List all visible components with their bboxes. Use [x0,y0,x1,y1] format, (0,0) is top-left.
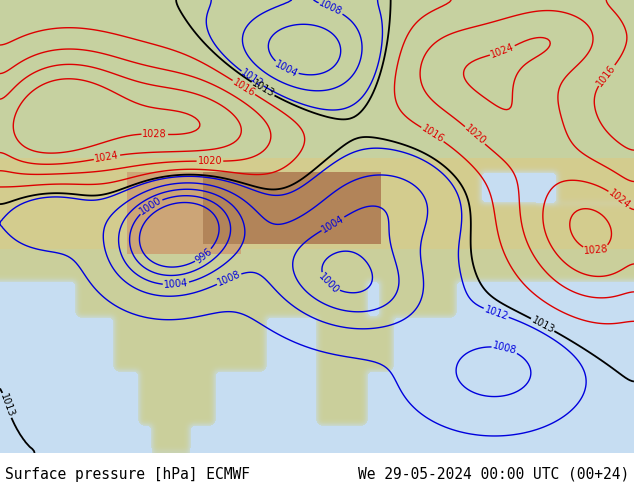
Text: 1016: 1016 [231,77,257,98]
Text: 1028: 1028 [583,245,609,256]
Text: 1013: 1013 [529,315,556,335]
Text: 996: 996 [193,246,214,265]
Text: 1004: 1004 [320,213,346,234]
Text: We 29-05-2024 00:00 UTC (00+24): We 29-05-2024 00:00 UTC (00+24) [358,467,629,482]
Text: 1008: 1008 [491,341,518,357]
Text: 1012: 1012 [483,304,510,322]
Text: 1004: 1004 [164,278,188,291]
Text: 1008: 1008 [318,0,344,18]
Text: 1024: 1024 [489,42,516,60]
Text: 1020: 1020 [462,123,488,147]
Text: Surface pressure [hPa] ECMWF: Surface pressure [hPa] ECMWF [5,467,250,482]
Text: 1024: 1024 [94,150,120,164]
Text: 1000: 1000 [316,271,341,295]
Text: 1013: 1013 [0,392,16,418]
Text: 1020: 1020 [198,156,223,166]
Text: 1016: 1016 [420,123,446,145]
Text: 1012: 1012 [239,68,265,90]
Text: 1008: 1008 [216,270,242,288]
Text: 1016: 1016 [595,63,618,88]
Text: 1000: 1000 [138,195,164,217]
Text: 1004: 1004 [273,58,299,79]
Text: 1024: 1024 [606,188,632,211]
Text: 1013: 1013 [250,78,276,99]
Text: 1028: 1028 [143,129,167,139]
